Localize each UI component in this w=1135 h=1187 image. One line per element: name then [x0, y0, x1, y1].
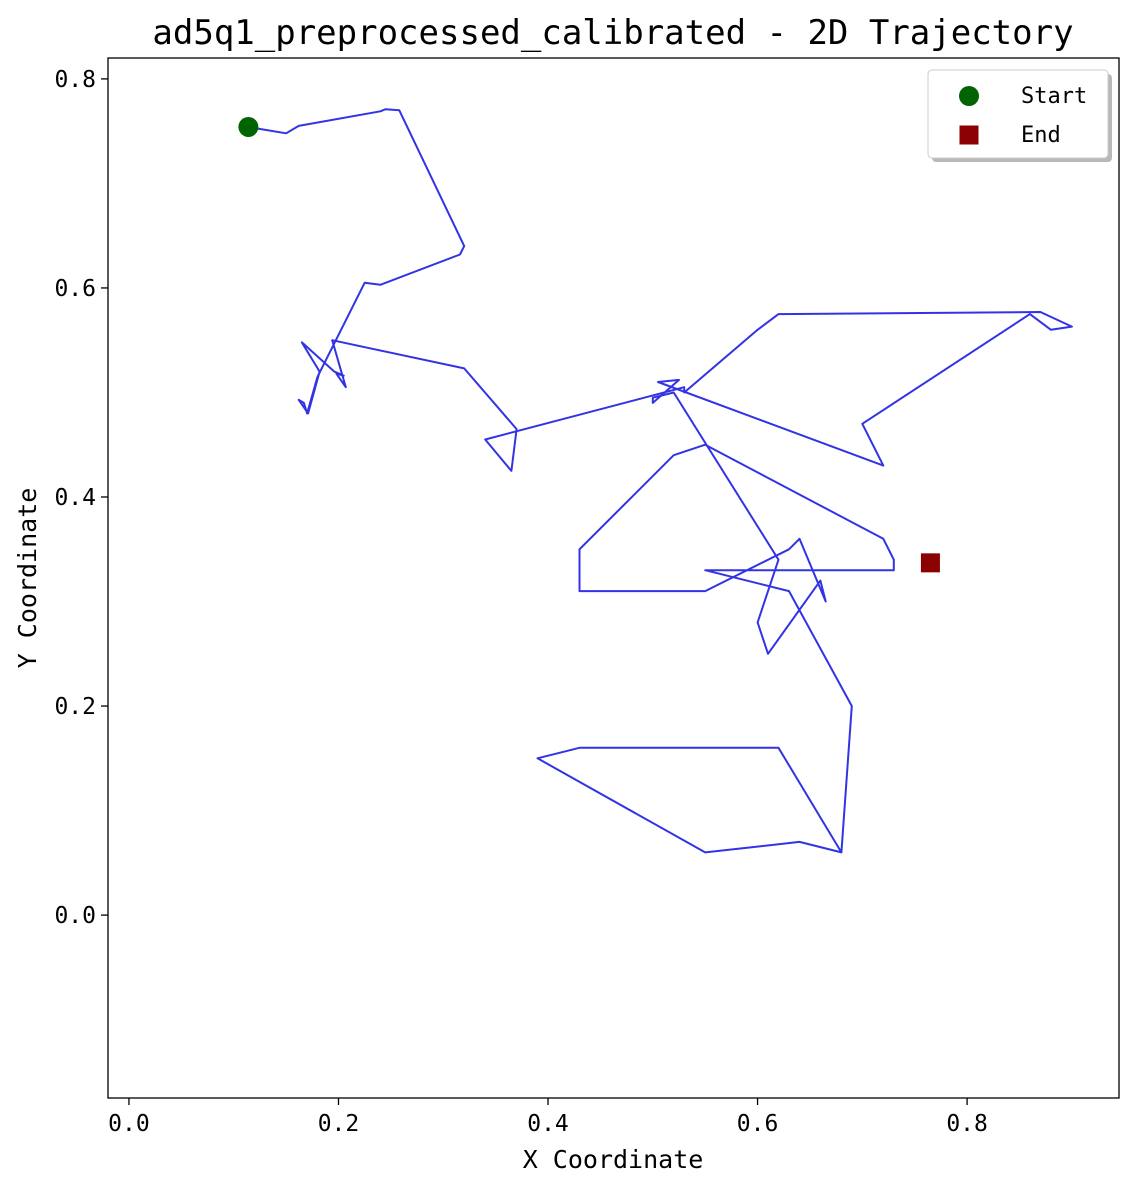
- x-tick-label: 0.2: [318, 1111, 360, 1137]
- start-marker: [238, 116, 259, 137]
- x-tick-label: 0.0: [108, 1111, 150, 1137]
- legend: Start End: [927, 69, 1112, 162]
- legend-end-label: End: [1021, 123, 1061, 148]
- legend-start-label: Start: [1021, 84, 1087, 109]
- x-axis-label: X Coordinate: [523, 1145, 704, 1174]
- x-tick-label: 0.8: [946, 1111, 988, 1137]
- y-axis-ticks: 0.0 0.2 0.4 0.6 0.8: [54, 67, 108, 929]
- plot-area: [107, 57, 1120, 1099]
- axes-frame: [107, 57, 1120, 1099]
- end-marker: [920, 553, 940, 573]
- trajectory-line: [248, 108, 1073, 854]
- x-axis-ticks: 0.0 0.2 0.4 0.6 0.8: [108, 1098, 988, 1137]
- y-tick-label: 0.0: [54, 903, 96, 929]
- x-tick-label: 0.4: [527, 1111, 569, 1137]
- y-axis-label: Y Coordinate: [13, 488, 42, 669]
- legend-start-marker: [959, 86, 979, 106]
- y-tick-label: 0.6: [54, 276, 96, 302]
- y-tick-label: 0.4: [54, 485, 96, 511]
- y-tick-label: 0.2: [54, 694, 96, 720]
- x-tick-label: 0.6: [737, 1111, 779, 1137]
- chart-title: ad5q1_preprocessed_calibrated - 2D Traje…: [152, 13, 1073, 53]
- legend-end-marker: [959, 125, 979, 145]
- y-tick-label: 0.8: [54, 67, 96, 93]
